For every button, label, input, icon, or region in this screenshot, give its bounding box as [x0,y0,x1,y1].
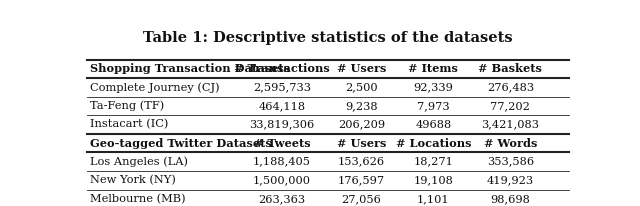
Text: 176,597: 176,597 [338,175,385,185]
Text: # Users: # Users [337,138,386,149]
Text: 1,101: 1,101 [417,194,450,204]
Text: 7,973: 7,973 [417,101,450,111]
Text: # Items: # Items [408,63,458,74]
Text: # Transactions: # Transactions [234,63,330,74]
Text: # Words: # Words [484,138,537,149]
Text: 33,819,306: 33,819,306 [250,119,315,130]
Text: 2,595,733: 2,595,733 [253,82,311,92]
Text: 27,056: 27,056 [342,194,381,204]
Text: 77,202: 77,202 [490,101,530,111]
Text: 464,118: 464,118 [259,101,306,111]
Text: 18,271: 18,271 [413,157,453,167]
Text: 3,421,083: 3,421,083 [481,119,540,130]
Text: # Baskets: # Baskets [478,63,542,74]
Text: Geo-tagged Twitter Datasets: Geo-tagged Twitter Datasets [90,138,272,149]
Text: New York (NY): New York (NY) [90,175,176,185]
Text: 1,500,000: 1,500,000 [253,175,311,185]
Text: 353,586: 353,586 [486,157,534,167]
Text: Complete Journey (CJ): Complete Journey (CJ) [90,82,220,93]
Text: 206,209: 206,209 [338,119,385,130]
Text: Instacart (IC): Instacart (IC) [90,119,169,130]
Text: 49688: 49688 [415,119,452,130]
Text: Melbourne (MB): Melbourne (MB) [90,194,186,204]
Text: 9,238: 9,238 [345,101,378,111]
Text: 263,363: 263,363 [259,194,306,204]
Text: 1,188,405: 1,188,405 [253,157,311,167]
Text: Table 1: Descriptive statistics of the datasets: Table 1: Descriptive statistics of the d… [143,31,513,45]
Text: Shopping Transaction Datasets: Shopping Transaction Datasets [90,63,291,74]
Text: # Locations: # Locations [396,138,471,149]
Text: 2,500: 2,500 [345,82,378,92]
Text: 153,626: 153,626 [338,157,385,167]
Text: 19,108: 19,108 [413,175,453,185]
Text: # Tweets: # Tweets [254,138,310,149]
Text: # Users: # Users [337,63,386,74]
Text: 419,923: 419,923 [486,175,534,185]
Text: 98,698: 98,698 [490,194,530,204]
Text: 276,483: 276,483 [486,82,534,92]
Text: 92,339: 92,339 [413,82,453,92]
Text: Ta-Feng (TF): Ta-Feng (TF) [90,101,164,111]
Text: Los Angeles (LA): Los Angeles (LA) [90,156,188,167]
